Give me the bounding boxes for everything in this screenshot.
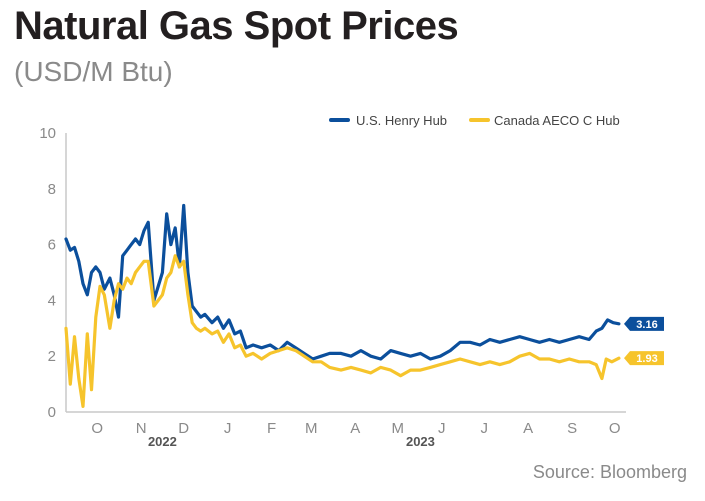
source-note: Source: Bloomberg — [532, 462, 687, 482]
chart-title: Natural Gas Spot Prices — [14, 4, 459, 48]
x-tick-label: M — [305, 420, 318, 437]
end-labels: 3.16 1.93 — [624, 316, 664, 366]
end-label-aeco: 1.93 — [636, 353, 657, 365]
chart-subtitle: (USD/M Btu) — [14, 56, 173, 87]
end-badge-henry-hub — [624, 316, 664, 331]
x-tick-label: J — [480, 420, 488, 437]
y-tick-label: 2 — [48, 348, 56, 365]
end-label-henry-hub: 3.16 — [636, 319, 657, 331]
x-axis: O N D J F M A M J J A S O 2022 2023 — [91, 420, 620, 449]
y-axis: 0 2 4 6 8 10 — [39, 125, 56, 421]
x-tick-label: O — [609, 420, 621, 437]
x-tick-label: F — [267, 420, 276, 437]
x-tick-label: A — [523, 420, 533, 437]
x-tick-label: J — [224, 420, 232, 437]
series-line-aeco — [64, 254, 621, 408]
legend: U.S. Henry Hub Canada AECO C Hub — [329, 113, 620, 128]
x-tick-label: J — [438, 420, 446, 437]
y-tick-label: 6 — [48, 237, 56, 254]
x-tick-label: S — [567, 420, 577, 437]
end-badge-aeco — [624, 351, 664, 366]
legend-label-aeco: Canada AECO C Hub — [494, 113, 620, 128]
x-year-label: 2023 — [406, 434, 435, 449]
x-tick-label: D — [178, 420, 189, 437]
y-tick-label: 0 — [48, 404, 56, 421]
legend-label-henry: U.S. Henry Hub — [356, 113, 447, 128]
y-tick-label: 8 — [48, 181, 56, 198]
y-tick-label: 10 — [39, 125, 56, 142]
x-year-label: 2022 — [148, 434, 177, 449]
x-tick-label: N — [136, 420, 147, 437]
y-tick-label: 4 — [48, 292, 56, 309]
x-tick-label: A — [350, 420, 360, 437]
series-lines — [64, 203, 621, 408]
x-tick-label: O — [91, 420, 103, 437]
series-line-henry-hub — [64, 203, 621, 361]
x-tick-label: M — [391, 420, 404, 437]
